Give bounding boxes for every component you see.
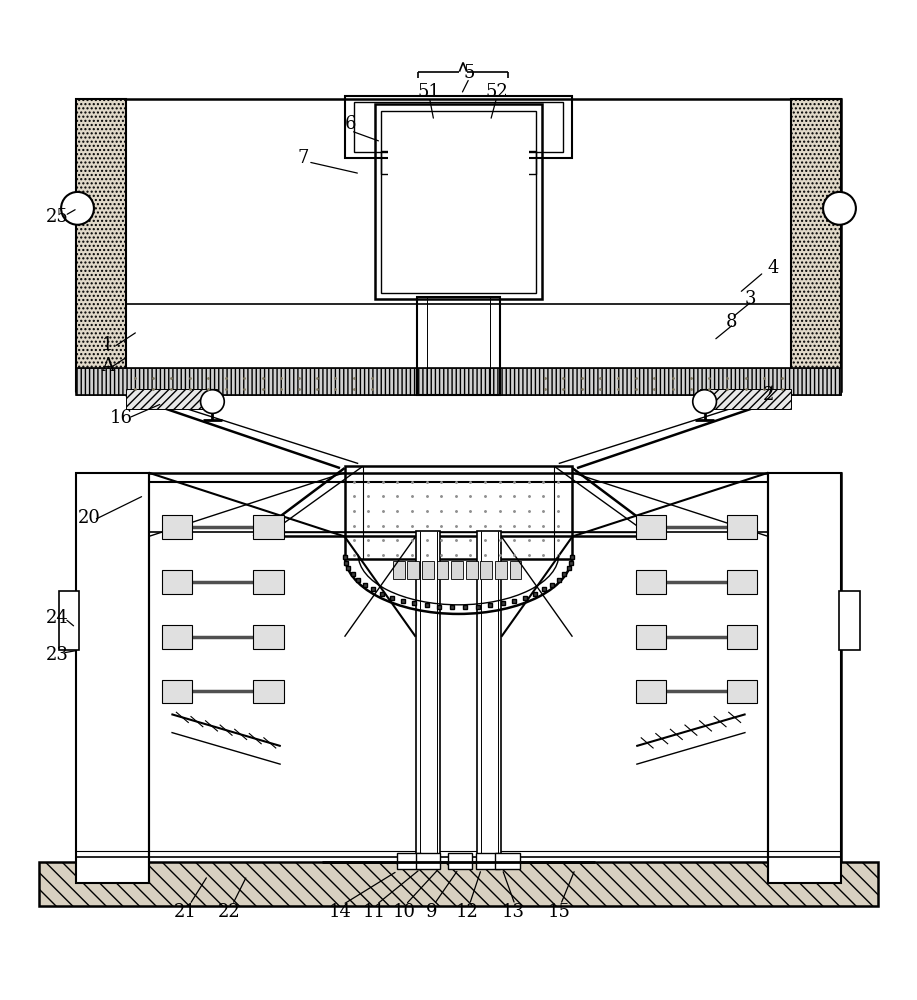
- Bar: [422, 561, 434, 579]
- Bar: [253, 570, 283, 594]
- Bar: [76, 99, 841, 391]
- Bar: [447, 853, 472, 869]
- Circle shape: [823, 192, 856, 225]
- Bar: [727, 515, 757, 539]
- Bar: [476, 853, 501, 869]
- Bar: [417, 172, 500, 190]
- Bar: [126, 389, 217, 409]
- Bar: [60, 591, 80, 650]
- Bar: [392, 561, 404, 579]
- Bar: [76, 473, 841, 883]
- Text: A: A: [101, 357, 114, 375]
- Text: 23: 23: [46, 646, 69, 664]
- Text: 12: 12: [456, 903, 479, 921]
- Bar: [466, 561, 478, 579]
- Bar: [451, 561, 463, 579]
- Text: 5: 5: [464, 64, 475, 82]
- Bar: [253, 515, 283, 539]
- Bar: [510, 561, 522, 579]
- Text: 7: 7: [298, 149, 309, 167]
- Text: 52: 52: [485, 83, 508, 101]
- Circle shape: [201, 390, 225, 413]
- Text: 3: 3: [745, 290, 756, 308]
- Bar: [417, 297, 500, 395]
- Bar: [76, 368, 841, 395]
- Bar: [253, 680, 283, 703]
- Polygon shape: [126, 368, 377, 392]
- Bar: [162, 515, 193, 539]
- Text: 25: 25: [46, 208, 69, 226]
- Bar: [375, 104, 542, 299]
- Bar: [162, 680, 193, 703]
- Bar: [415, 853, 440, 869]
- Bar: [253, 625, 283, 649]
- Bar: [495, 561, 507, 579]
- Bar: [791, 99, 841, 391]
- Bar: [636, 680, 667, 703]
- Bar: [162, 570, 193, 594]
- Text: 11: 11: [363, 903, 386, 921]
- Text: 21: 21: [173, 903, 196, 921]
- Text: 20: 20: [78, 509, 101, 527]
- Text: 2: 2: [763, 386, 774, 404]
- Bar: [407, 561, 419, 579]
- Bar: [727, 625, 757, 649]
- Circle shape: [61, 192, 94, 225]
- Bar: [791, 99, 841, 391]
- Bar: [727, 680, 757, 703]
- Text: 22: 22: [217, 903, 240, 921]
- Bar: [76, 368, 841, 395]
- Bar: [388, 117, 529, 289]
- Text: 6: 6: [345, 115, 357, 133]
- Polygon shape: [540, 368, 791, 392]
- Text: 9: 9: [425, 903, 436, 921]
- Bar: [345, 96, 572, 158]
- Text: 13: 13: [502, 903, 525, 921]
- Text: 14: 14: [328, 903, 351, 921]
- Bar: [768, 473, 841, 883]
- Bar: [39, 862, 878, 906]
- Text: 51: 51: [418, 83, 441, 101]
- Bar: [636, 625, 667, 649]
- Circle shape: [692, 390, 716, 413]
- Bar: [481, 561, 492, 579]
- Bar: [381, 111, 536, 293]
- Bar: [700, 389, 791, 409]
- Bar: [39, 862, 878, 906]
- Bar: [415, 531, 440, 857]
- Text: 8: 8: [726, 313, 737, 331]
- Bar: [636, 570, 667, 594]
- Bar: [436, 561, 448, 579]
- Bar: [76, 473, 149, 883]
- Text: 4: 4: [768, 259, 779, 277]
- Bar: [636, 515, 667, 539]
- Bar: [345, 466, 572, 559]
- Text: 16: 16: [110, 409, 133, 427]
- Bar: [76, 99, 126, 391]
- Bar: [396, 853, 421, 869]
- Bar: [354, 102, 563, 152]
- Bar: [162, 625, 193, 649]
- Bar: [381, 151, 536, 174]
- Text: 10: 10: [392, 903, 415, 921]
- Text: 1: 1: [102, 336, 114, 354]
- Text: 15: 15: [547, 903, 570, 921]
- Bar: [495, 853, 520, 869]
- Bar: [839, 591, 859, 650]
- Text: 24: 24: [46, 609, 69, 627]
- Bar: [76, 99, 126, 391]
- Bar: [477, 531, 502, 857]
- Bar: [727, 570, 757, 594]
